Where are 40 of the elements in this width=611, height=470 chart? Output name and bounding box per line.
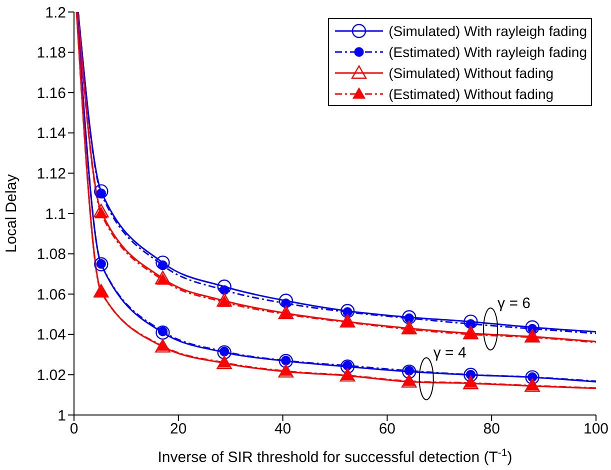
y-tick-label: 1 [58,407,66,424]
legend-label: (Simulated) With rayleigh fading [388,22,587,38]
point [217,280,232,294]
y-tick-label: 1.16 [36,84,66,102]
y-tick-label: 1.02 [36,367,66,384]
x-tick-label: 40 [274,420,292,438]
y-tick-label: 1.1 [45,206,66,223]
point [464,314,478,329]
point [94,184,108,198]
x-tick-label: 0 [70,420,78,438]
annotation: γ = 4 [433,344,466,362]
y-tick-label: 1.18 [36,44,66,62]
y-axis-title: Local Delay [3,174,20,253]
point [525,370,540,384]
point [340,304,355,318]
x-tick-label: 80 [483,420,500,438]
legend-label: (Estimated) Without fading [388,86,554,102]
y-tick-label: 1.14 [36,125,66,142]
point [402,310,416,324]
point [94,257,108,272]
point [278,294,294,308]
y-tick-label: 1.04 [36,326,66,344]
y-tick-label: 1.2 [45,4,66,22]
legend-label: (Estimated) With rayleigh fading [388,44,587,60]
x-tick-label: 20 [170,420,187,438]
annotation: γ = 6 [498,294,530,312]
y-tick-label: 1.08 [36,246,66,264]
y-tick-label: 1.12 [36,166,66,183]
point [402,364,416,379]
point [217,345,232,360]
x-tick-label: 100 [583,420,609,438]
x-axis-title: Inverse of SIR threshold for successful detection (T$^{-1}$) [158,447,512,466]
point [525,320,540,334]
point [156,256,170,270]
point [156,325,170,340]
point [278,354,294,368]
legend-label: (Simulated) Without fading [388,64,554,80]
point [340,360,355,374]
x-tick-label: 60 [378,420,396,438]
y-tick-label: 1.06 [36,286,66,304]
